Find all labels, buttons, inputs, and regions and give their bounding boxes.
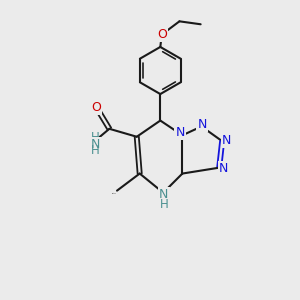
Text: N: N: [197, 118, 207, 130]
Text: N: N: [159, 188, 169, 201]
Text: H: H: [91, 144, 100, 157]
Text: N: N: [222, 134, 231, 147]
Text: N: N: [175, 126, 185, 139]
Text: O: O: [157, 28, 167, 41]
Text: N: N: [91, 138, 100, 151]
Text: O: O: [91, 101, 101, 114]
Text: N: N: [219, 162, 228, 175]
Text: H: H: [160, 198, 168, 211]
Text: methyl: methyl: [112, 192, 116, 194]
Text: H: H: [91, 131, 100, 144]
